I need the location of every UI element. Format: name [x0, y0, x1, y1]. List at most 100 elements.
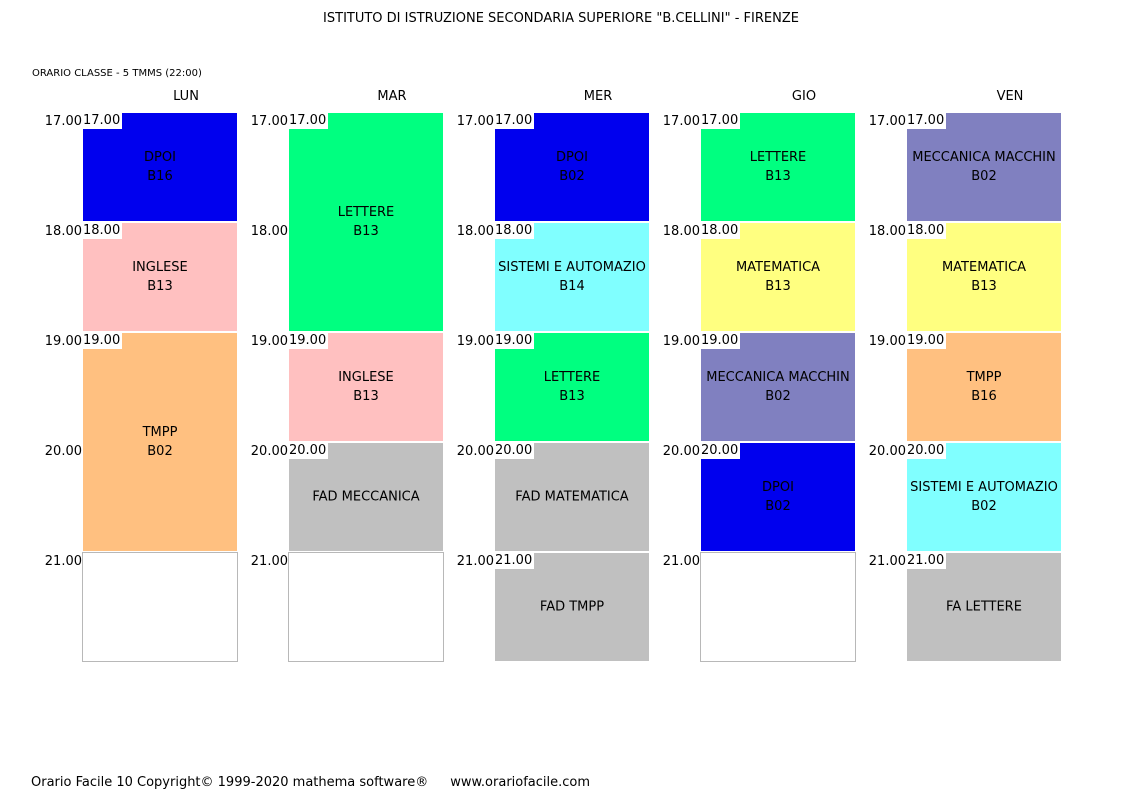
- footer: Orario Facile 10 Copyright© 1999-2020 ma…: [31, 775, 590, 790]
- lesson-start-time: 17.00: [906, 112, 947, 129]
- lesson-room: B13: [765, 169, 791, 184]
- lesson-start-time: 18.00: [494, 222, 535, 239]
- time-label: 20.00: [868, 444, 906, 459]
- time-label: 18.00: [868, 224, 906, 239]
- class-label: ORARIO CLASSE - 5 TMMS (22:00): [32, 68, 202, 79]
- lesson-subject: SISTEMI E AUTOMAZIO: [498, 260, 646, 275]
- time-label: 18.00: [456, 224, 494, 239]
- time-label: 18.00: [250, 224, 288, 239]
- time-label: 20.00: [456, 444, 494, 459]
- lesson-block: 21.00 FA LETTERE: [906, 552, 1062, 662]
- time-label: 17.00: [662, 114, 700, 129]
- lesson-start-time: 18.00: [906, 222, 947, 239]
- time-label: 20.00: [250, 444, 288, 459]
- lesson-subject: DPOI: [144, 150, 176, 165]
- time-label: 19.00: [868, 334, 906, 349]
- day-header: MER: [583, 89, 613, 104]
- lesson-block: 18.00 SISTEMI E AUTOMAZIO B14: [494, 222, 650, 332]
- lesson-block: 20.00 FAD MATEMATICA: [494, 442, 650, 552]
- lesson-start-time: 19.00: [700, 332, 741, 349]
- time-slot: [82, 552, 238, 662]
- time-label: 18.00: [662, 224, 700, 239]
- lesson-start-time: 21.00: [906, 552, 947, 569]
- lesson-room: B13: [353, 389, 379, 404]
- lesson-subject: LETTERE: [337, 205, 395, 220]
- lesson-block: 17.00 LETTERE B13: [288, 112, 444, 332]
- time-label: 20.00: [44, 444, 82, 459]
- time-label: 17.00: [44, 114, 82, 129]
- lesson-start-time: 19.00: [494, 332, 535, 349]
- time-label: 17.00: [456, 114, 494, 129]
- lesson-start-time: 17.00: [700, 112, 741, 129]
- lesson-start-time: 17.00: [494, 112, 535, 129]
- time-label: 17.00: [250, 114, 288, 129]
- lesson-start-time: 20.00: [700, 442, 741, 459]
- lesson-start-time: 20.00: [494, 442, 535, 459]
- lesson-room: B16: [971, 389, 997, 404]
- lesson-block: 19.00 INGLESE B13: [288, 332, 444, 442]
- lesson-block: 17.00 LETTERE B13: [700, 112, 856, 222]
- time-label: 17.00: [868, 114, 906, 129]
- lesson-block: 17.00 DPOI B16: [82, 112, 238, 222]
- lesson-subject: DPOI: [556, 150, 588, 165]
- time-label: 21.00: [456, 554, 494, 569]
- time-label: 19.00: [662, 334, 700, 349]
- lesson-block: 18.00 INGLESE B13: [82, 222, 238, 332]
- lesson-block: 20.00 SISTEMI E AUTOMAZIO B02: [906, 442, 1062, 552]
- lesson-room: B02: [971, 499, 997, 514]
- lesson-room: B14: [559, 279, 585, 294]
- lesson-room: B02: [971, 169, 997, 184]
- lesson-room: B13: [971, 279, 997, 294]
- time-slot: [700, 552, 856, 662]
- lesson-subject: FAD MECCANICA: [312, 489, 420, 505]
- lesson-subject: MECCANICA MACCHIN: [706, 370, 850, 385]
- lesson-subject: LETTERE: [543, 370, 601, 385]
- lesson-subject: MATEMATICA: [941, 260, 1027, 275]
- lesson-block: 18.00 MATEMATICA B13: [906, 222, 1062, 332]
- copyright-text: Orario Facile 10 Copyright© 1999-2020 ma…: [31, 775, 429, 790]
- lesson-start-time: 18.00: [700, 222, 741, 239]
- lesson-room: B02: [765, 389, 791, 404]
- lesson-subject: SISTEMI E AUTOMAZIO: [910, 480, 1058, 495]
- time-label: 19.00: [456, 334, 494, 349]
- lesson-start-time: 17.00: [288, 112, 329, 129]
- time-label: 21.00: [250, 554, 288, 569]
- lesson-block: 19.00 TMPP B16: [906, 332, 1062, 442]
- lesson-subject: FAD TMPP: [539, 599, 605, 615]
- lesson-block: 19.00 TMPP B02: [82, 332, 238, 552]
- time-label: 20.00: [662, 444, 700, 459]
- lesson-start-time: 17.00: [82, 112, 123, 129]
- lesson-subject: INGLESE: [338, 370, 394, 385]
- website-link[interactable]: www.orariofacile.com: [450, 775, 591, 790]
- day-header: MAR: [377, 89, 407, 104]
- day-header: GIO: [791, 89, 817, 104]
- lesson-room: B13: [353, 224, 379, 239]
- lesson-block: 20.00 FAD MECCANICA: [288, 442, 444, 552]
- time-label: 19.00: [44, 334, 82, 349]
- lesson-start-time: 18.00: [82, 222, 123, 239]
- day-header: VEN: [996, 89, 1024, 104]
- day-header: LUN: [173, 89, 199, 104]
- time-slot: [288, 552, 444, 662]
- lesson-subject: TMPP: [142, 425, 178, 440]
- time-label: 21.00: [662, 554, 700, 569]
- lesson-room: B02: [765, 499, 791, 514]
- lesson-room: B13: [765, 279, 791, 294]
- lesson-subject: MATEMATICA: [735, 260, 821, 275]
- time-label: 19.00: [250, 334, 288, 349]
- lesson-subject: INGLESE: [132, 260, 188, 275]
- page-title: ISTITUTO DI ISTRUZIONE SECONDARIA SUPERI…: [323, 11, 799, 26]
- lesson-start-time: 19.00: [82, 332, 123, 349]
- time-label: 18.00: [44, 224, 82, 239]
- lesson-block: 17.00 MECCANICA MACCHIN B02: [906, 112, 1062, 222]
- lesson-block: 19.00 LETTERE B13: [494, 332, 650, 442]
- lesson-room: B02: [147, 444, 173, 459]
- lesson-start-time: 21.00: [494, 552, 535, 569]
- lesson-start-time: 20.00: [288, 442, 329, 459]
- lesson-start-time: 19.00: [288, 332, 329, 349]
- lesson-block: 21.00 FAD TMPP: [494, 552, 650, 662]
- time-label: 21.00: [868, 554, 906, 569]
- lesson-subject: DPOI: [762, 480, 794, 495]
- lesson-start-time: 19.00: [906, 332, 947, 349]
- lesson-subject: TMPP: [966, 370, 1002, 385]
